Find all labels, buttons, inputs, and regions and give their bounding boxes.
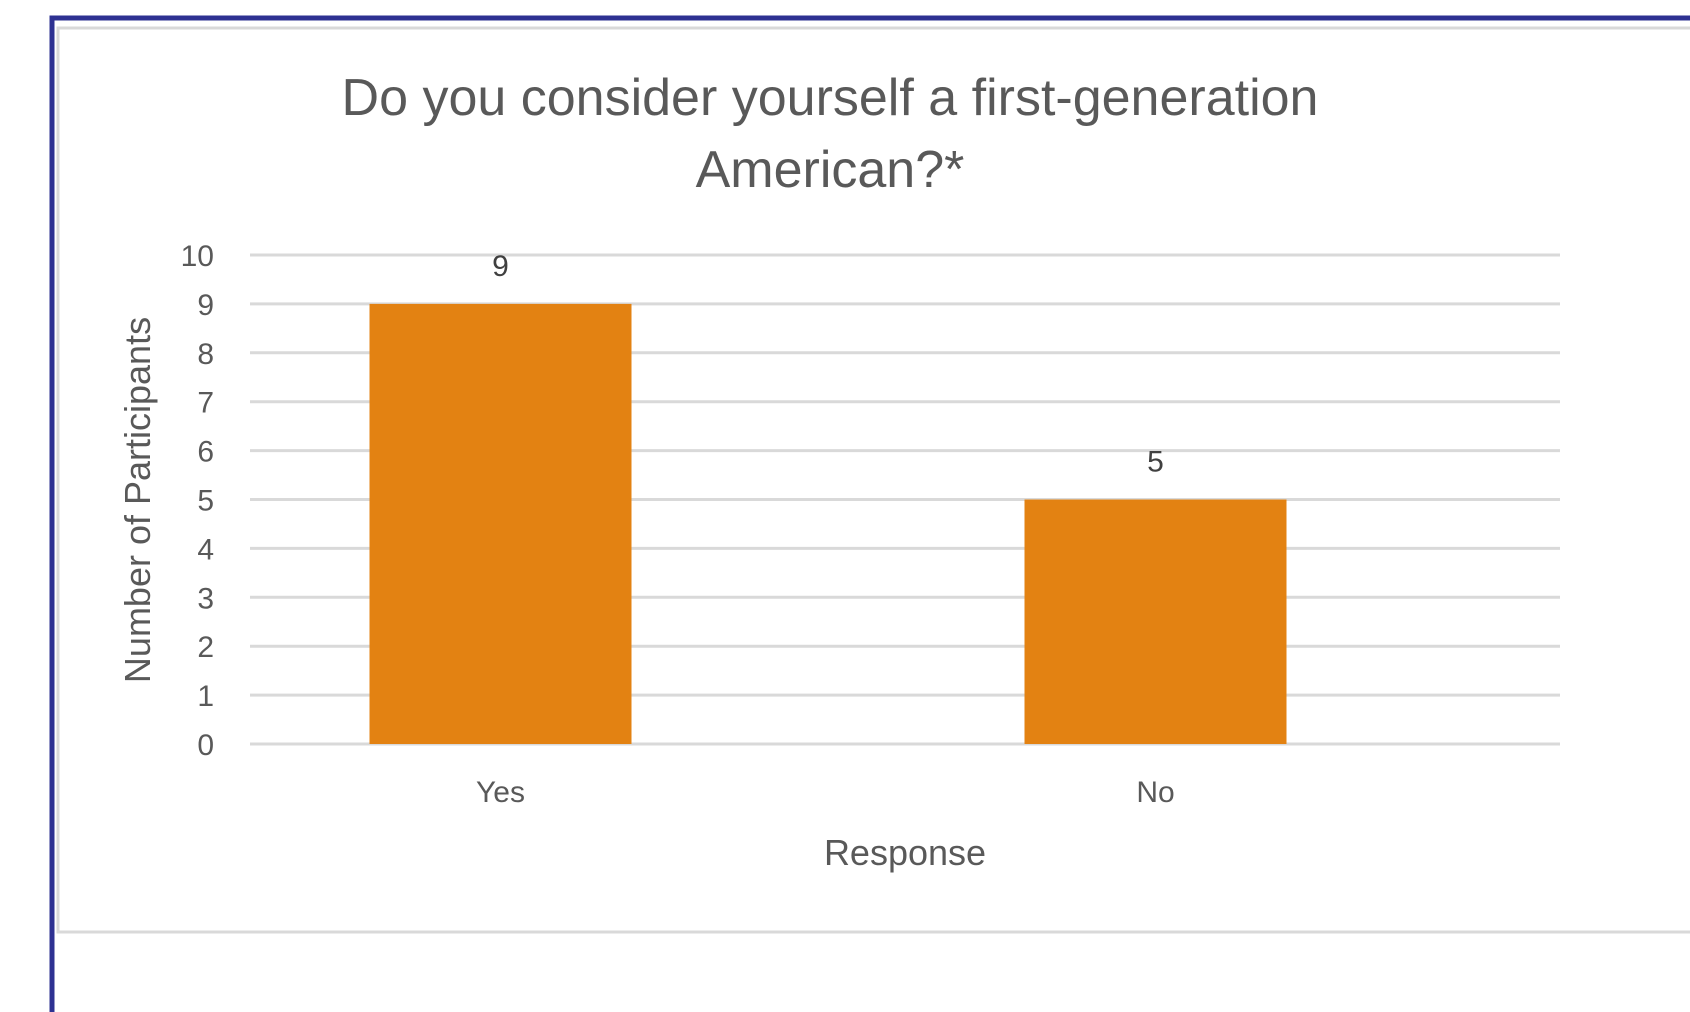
x-axis-ticks: Yes No (476, 776, 1175, 809)
bars (369, 303, 1287, 744)
y-tick-label: 5 (197, 485, 214, 518)
y-tick-label: 6 (197, 436, 214, 469)
bar-no (1024, 499, 1287, 744)
x-tick-label: Yes (476, 776, 525, 809)
y-tick-label: 10 (181, 240, 214, 273)
y-tick-label: 9 (197, 289, 214, 322)
y-tick-label: 1 (197, 680, 214, 713)
y-tick-label: 4 (197, 533, 214, 566)
y-tick-label: 3 (197, 582, 214, 615)
y-tick-label: 2 (197, 631, 214, 664)
y-axis-ticks: 0 1 2 3 4 5 6 7 8 9 10 (181, 240, 214, 762)
data-label-yes: 9 (492, 250, 509, 283)
bar-yes (369, 303, 632, 744)
outer-frame (49, 15, 1690, 1012)
y-tick-label: 7 (197, 387, 214, 420)
y-tick-label: 8 (197, 338, 214, 371)
x-tick-label: No (1136, 776, 1174, 809)
y-axis-title: Number of Participants (117, 317, 158, 683)
data-labels: 95 (492, 250, 1164, 479)
y-tick-label: 0 (197, 729, 214, 762)
chart-title-line-2: American?* (696, 141, 965, 199)
data-label-no: 5 (1147, 446, 1164, 479)
chart-title-line-1: Do you consider yourself a first-generat… (342, 69, 1319, 127)
x-axis-title: Response (824, 832, 986, 873)
chart-border (56, 26, 1690, 934)
